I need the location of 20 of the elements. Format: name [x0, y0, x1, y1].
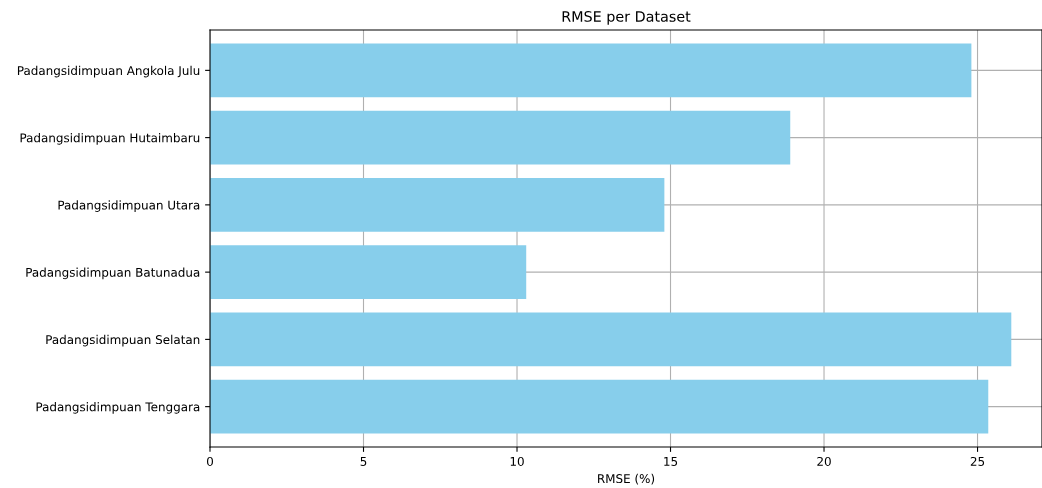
bar — [210, 177, 665, 232]
y-tick-label: Padangsidimpuan Utara — [58, 200, 200, 212]
x-tick-label: 10 — [510, 456, 524, 466]
chart-title: RMSE per Dataset — [562, 11, 691, 25]
x-axis-title: RMSE (%) — [598, 473, 655, 485]
y-tick-label: Padangsidimpuan Hutaimbaru — [20, 133, 200, 145]
bar — [210, 43, 972, 98]
x-tick-label: 15 — [664, 457, 678, 466]
y-tick-label: Padangsidimpuan Tenggara — [36, 402, 200, 414]
y-tick-label: Padangsidimpuan Angkola Julu — [17, 65, 200, 78]
y-tick-label: Padangsidimpuan Selatan — [46, 334, 200, 347]
bar — [210, 379, 989, 434]
bar — [210, 245, 527, 300]
bar — [210, 110, 791, 165]
x-tick-label: 5 — [360, 457, 367, 466]
x-tick-label: 25 — [970, 456, 985, 466]
x-tick-label: 0 — [206, 456, 214, 466]
bar — [210, 312, 1012, 367]
x-tick-label: 20 — [817, 456, 831, 466]
y-tick-label: Padangsidimpuan Batunadua — [26, 267, 200, 280]
